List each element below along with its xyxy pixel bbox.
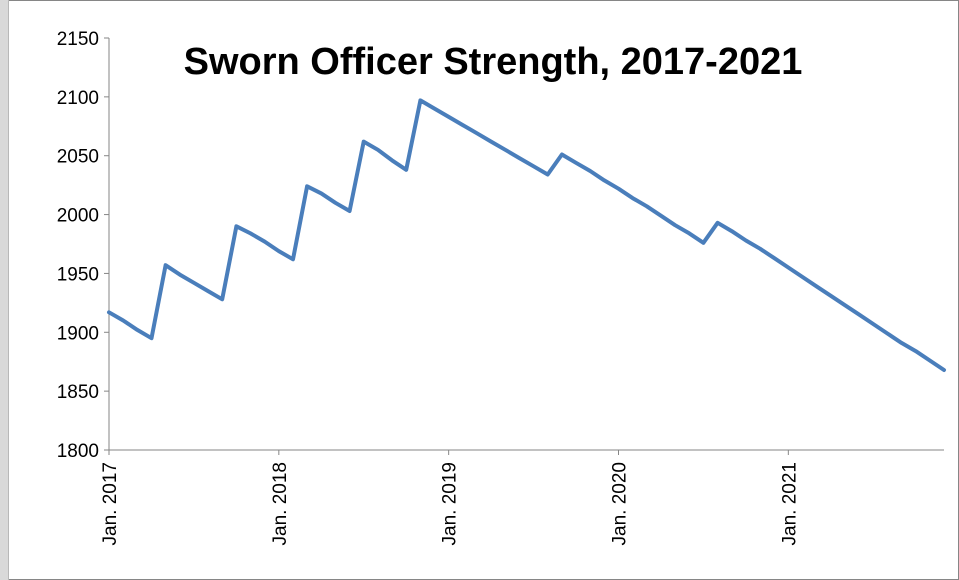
y-tick-label: 1850 [57,382,99,403]
series-line [107,98,946,372]
x-tick-label: Jan. 2017 [100,462,121,545]
y-tick-label: 1800 [57,441,99,462]
x-tick-label: Jan. 2019 [440,462,461,545]
y-tick-label: 1900 [57,323,99,344]
y-tick-group: 2150 2100 2050 2000 1950 1900 1850 1800 [57,29,109,462]
y-tick-label: 2150 [57,29,99,50]
y-tick-label: 2000 [57,206,99,227]
x-axis: Jan. 2017 Jan. 2018 Jan. 2019 Jan. 2020 Jan.… [100,449,944,545]
y-tick-label: 2050 [57,147,99,168]
chart-title: Sworn Officer Strength, 2017-2021 [184,41,803,83]
window-edge-strip [0,0,9,580]
x-tick-label: Jan. 2018 [270,462,291,545]
y-tick-label: 2100 [57,88,99,109]
x-tick-label: Jan. 2021 [779,462,800,545]
y-axis: 2150 2100 2050 2000 1950 1900 1850 1800 [57,29,110,462]
x-tick-group: Jan. 2017 Jan. 2018 Jan. 2019 Jan. 2020 Jan.… [100,450,800,545]
y-tick-label: 1950 [57,264,99,285]
x-tick-label: Jan. 2020 [609,462,630,545]
